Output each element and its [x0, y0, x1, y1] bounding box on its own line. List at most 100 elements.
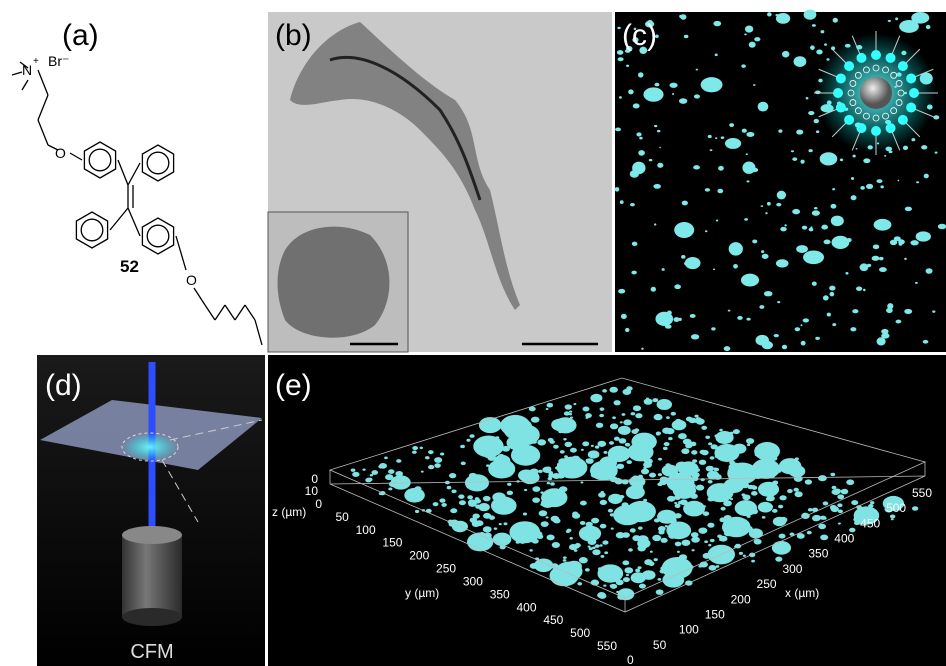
- particle: [550, 482, 555, 485]
- particle: [550, 440, 555, 444]
- particle: [656, 433, 660, 436]
- particle: [632, 242, 638, 246]
- particle: [552, 542, 560, 548]
- particle: [916, 231, 931, 241]
- particle: [588, 546, 591, 548]
- particle: [638, 72, 644, 77]
- head: [833, 88, 843, 98]
- particle: [667, 496, 675, 502]
- particle: [724, 532, 729, 536]
- particle: [617, 27, 620, 29]
- particle: [483, 496, 491, 502]
- y-tick-label: 250: [436, 562, 456, 576]
- particle: [788, 465, 805, 477]
- head: [856, 123, 866, 133]
- particle: [672, 93, 674, 95]
- particle: [425, 456, 430, 459]
- y-tick-label: 550: [597, 639, 617, 653]
- particle: [615, 187, 620, 192]
- particle: [769, 473, 776, 478]
- particle: [758, 502, 773, 513]
- particle: [747, 444, 750, 446]
- particle: [701, 450, 709, 455]
- particle: [668, 437, 672, 440]
- particle: [633, 405, 641, 411]
- particle: [744, 218, 748, 221]
- particle: [661, 570, 665, 573]
- particle: [675, 542, 682, 547]
- particle: [863, 158, 870, 163]
- particle: [691, 334, 699, 339]
- particle: [830, 473, 835, 476]
- particle: [564, 411, 570, 415]
- particle: [351, 468, 356, 471]
- particle: [868, 504, 873, 508]
- particle: [659, 147, 661, 149]
- particle: [643, 499, 647, 502]
- particle: [823, 501, 829, 505]
- particle: [652, 398, 658, 402]
- particle: [673, 317, 679, 322]
- particle: [750, 509, 758, 515]
- particle: [600, 500, 607, 505]
- particle: [872, 256, 880, 261]
- particle: [563, 556, 567, 559]
- particle: [729, 123, 734, 127]
- particle: [804, 9, 817, 19]
- particle: [622, 502, 629, 507]
- particle: [733, 264, 738, 269]
- particle: [563, 438, 566, 440]
- particle: [879, 257, 884, 260]
- particle: [480, 485, 485, 488]
- y-tick-label: 450: [543, 613, 563, 627]
- particle: [657, 163, 663, 168]
- particle: [718, 166, 724, 171]
- particle: [485, 456, 488, 458]
- particle: [787, 489, 793, 493]
- particle: [938, 224, 946, 230]
- particle: [840, 158, 843, 161]
- particle: [631, 271, 636, 275]
- particle: [717, 189, 723, 194]
- particle: [837, 503, 842, 507]
- particle: [746, 318, 750, 321]
- particle: [889, 306, 891, 308]
- particle: [675, 504, 681, 508]
- particle: [618, 517, 621, 519]
- panel-label: (a): [62, 19, 99, 52]
- particle: [772, 509, 778, 513]
- particle: [579, 557, 588, 563]
- particle: [626, 574, 629, 576]
- particle: [385, 474, 393, 480]
- particle: [371, 470, 378, 475]
- compound-number: 52: [120, 257, 139, 276]
- particle: [747, 516, 750, 518]
- particle: [654, 518, 660, 522]
- particle: [744, 466, 752, 472]
- particle: [680, 14, 686, 20]
- particle: [776, 203, 781, 207]
- particle: [388, 487, 392, 490]
- x-tick-label: 50: [653, 638, 667, 652]
- particle: [742, 162, 755, 174]
- particle: [905, 207, 912, 212]
- particle: [777, 301, 780, 303]
- particle: [439, 498, 445, 502]
- particle: [609, 387, 617, 393]
- particle: [837, 494, 844, 499]
- particle: [654, 558, 658, 561]
- particle: [746, 438, 754, 444]
- particle: [841, 489, 849, 495]
- particle: [703, 511, 709, 516]
- particle: [384, 457, 388, 460]
- x-tick-label: 100: [679, 623, 699, 637]
- particle: [524, 489, 527, 491]
- particle: [713, 269, 715, 271]
- particle: [414, 486, 421, 491]
- particle: [608, 509, 613, 513]
- figure: (a) N + Br⁻ O O 52 (b) (c): [0, 0, 946, 666]
- particle: [812, 24, 816, 27]
- particle: [404, 488, 425, 503]
- particle: [764, 475, 768, 478]
- particle: [744, 33, 747, 35]
